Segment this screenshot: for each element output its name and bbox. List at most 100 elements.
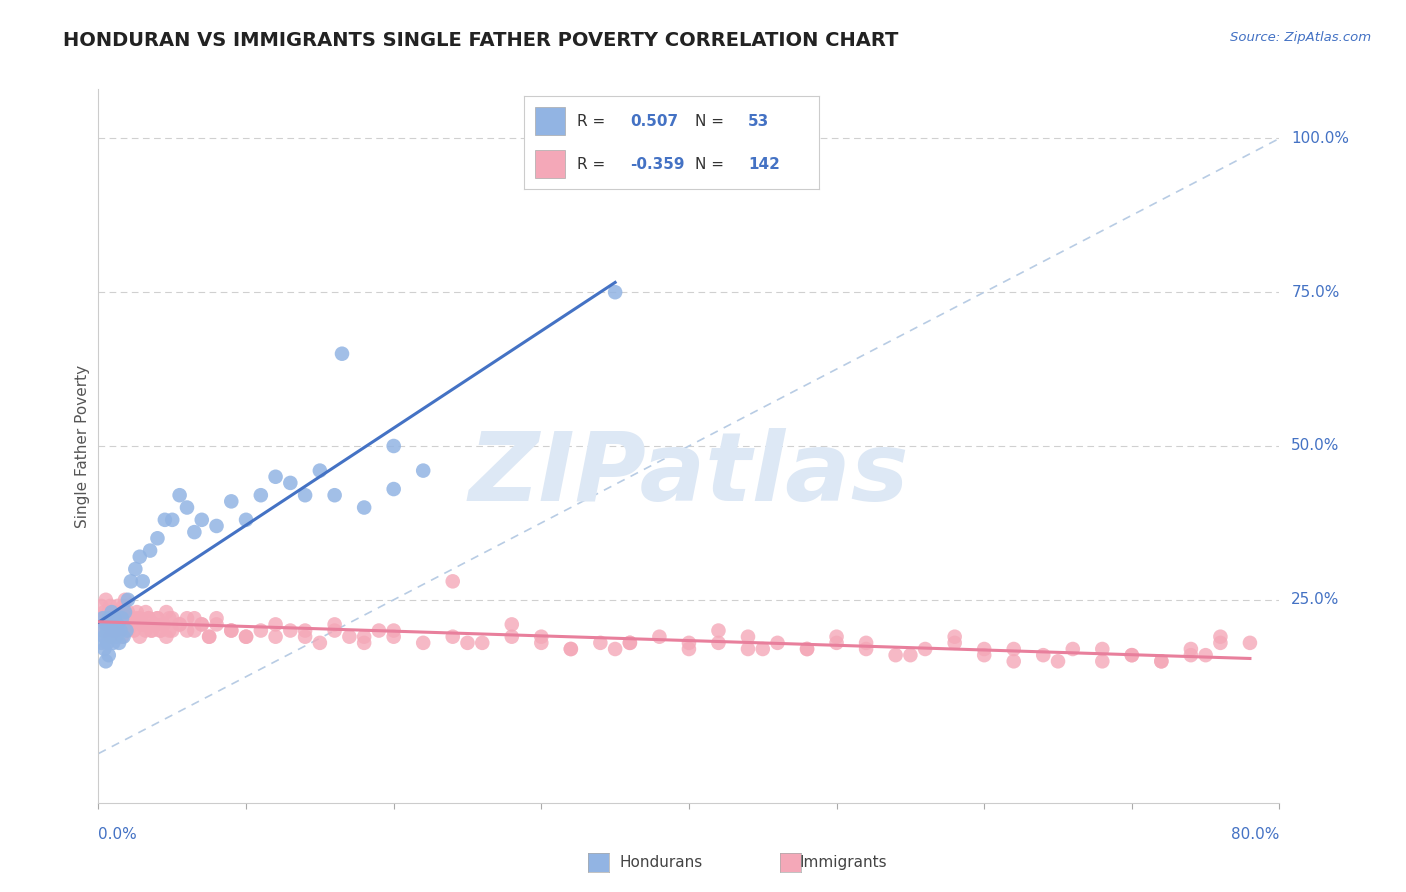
Point xyxy=(162,611,183,625)
Point xyxy=(105,630,128,644)
Point xyxy=(191,617,214,632)
Point xyxy=(855,636,877,650)
Text: ZIPatlas: ZIPatlas xyxy=(468,428,910,521)
Point xyxy=(943,636,966,650)
Point xyxy=(93,624,115,638)
Point xyxy=(278,624,302,638)
Point xyxy=(104,611,127,625)
Point xyxy=(155,605,177,619)
Point xyxy=(191,513,214,527)
Point xyxy=(110,624,132,638)
Point xyxy=(93,642,115,657)
Point xyxy=(1046,654,1069,668)
Point xyxy=(605,285,627,300)
Point xyxy=(169,488,191,502)
Point xyxy=(191,617,214,632)
Point xyxy=(235,630,257,644)
Point xyxy=(122,624,145,638)
Point xyxy=(796,642,818,657)
Point xyxy=(91,611,114,625)
Point xyxy=(441,574,464,589)
Point xyxy=(112,630,135,644)
Point xyxy=(678,642,700,657)
Point xyxy=(111,611,134,625)
Point xyxy=(1150,654,1173,668)
Point xyxy=(884,648,907,662)
Point xyxy=(146,531,169,545)
Point xyxy=(353,636,375,650)
Point xyxy=(183,611,205,625)
Point xyxy=(456,636,478,650)
Point xyxy=(115,624,138,638)
Point xyxy=(117,624,139,638)
Point xyxy=(141,624,163,638)
Point xyxy=(294,488,316,502)
Text: 50.0%: 50.0% xyxy=(1291,439,1340,453)
Point xyxy=(122,617,145,632)
Point xyxy=(205,519,228,533)
Point xyxy=(94,617,117,632)
Point xyxy=(264,469,287,483)
Point xyxy=(205,611,228,625)
Point xyxy=(368,624,391,638)
Point xyxy=(108,617,131,632)
Point xyxy=(1121,648,1143,662)
Point xyxy=(176,611,198,625)
Text: 80.0%: 80.0% xyxy=(1232,828,1279,842)
Point xyxy=(90,599,112,613)
Point xyxy=(100,611,122,625)
Point xyxy=(382,624,405,638)
Point xyxy=(152,617,174,632)
Point xyxy=(90,636,112,650)
Point xyxy=(146,611,169,625)
Point xyxy=(115,611,138,625)
Point xyxy=(382,482,405,496)
Point xyxy=(278,475,302,490)
Point xyxy=(250,624,273,638)
Point xyxy=(707,624,730,638)
Point xyxy=(309,636,332,650)
Point xyxy=(294,630,316,644)
Point xyxy=(943,630,966,644)
Point xyxy=(766,636,789,650)
Point xyxy=(605,642,627,657)
Point xyxy=(530,630,553,644)
Point xyxy=(149,624,172,638)
Point xyxy=(198,630,221,644)
Text: 25.0%: 25.0% xyxy=(1291,592,1340,607)
Point xyxy=(128,549,150,564)
Point xyxy=(146,611,169,625)
Point xyxy=(162,513,183,527)
Point xyxy=(114,611,136,625)
Point xyxy=(1002,642,1025,657)
Point xyxy=(914,642,936,657)
Point xyxy=(120,617,142,632)
Point xyxy=(157,624,180,638)
Point xyxy=(153,513,176,527)
Point xyxy=(143,617,166,632)
Point xyxy=(98,599,121,613)
Point xyxy=(98,630,121,644)
Point xyxy=(1091,642,1114,657)
Point xyxy=(135,624,157,638)
Point xyxy=(117,605,139,619)
Point xyxy=(412,636,434,650)
Text: Hondurans: Hondurans xyxy=(619,855,703,870)
Point xyxy=(530,636,553,650)
Point xyxy=(94,654,117,668)
Point xyxy=(103,636,125,650)
Point xyxy=(1121,648,1143,662)
Point xyxy=(323,488,346,502)
Point xyxy=(751,642,773,657)
Point xyxy=(973,648,995,662)
Point xyxy=(198,630,221,644)
Text: 100.0%: 100.0% xyxy=(1291,131,1350,146)
Point xyxy=(294,624,316,638)
Point xyxy=(796,642,818,657)
Point xyxy=(619,636,641,650)
Point xyxy=(152,617,174,632)
Point xyxy=(1002,654,1025,668)
Point xyxy=(125,611,148,625)
Point xyxy=(1239,636,1261,650)
Point xyxy=(250,488,273,502)
